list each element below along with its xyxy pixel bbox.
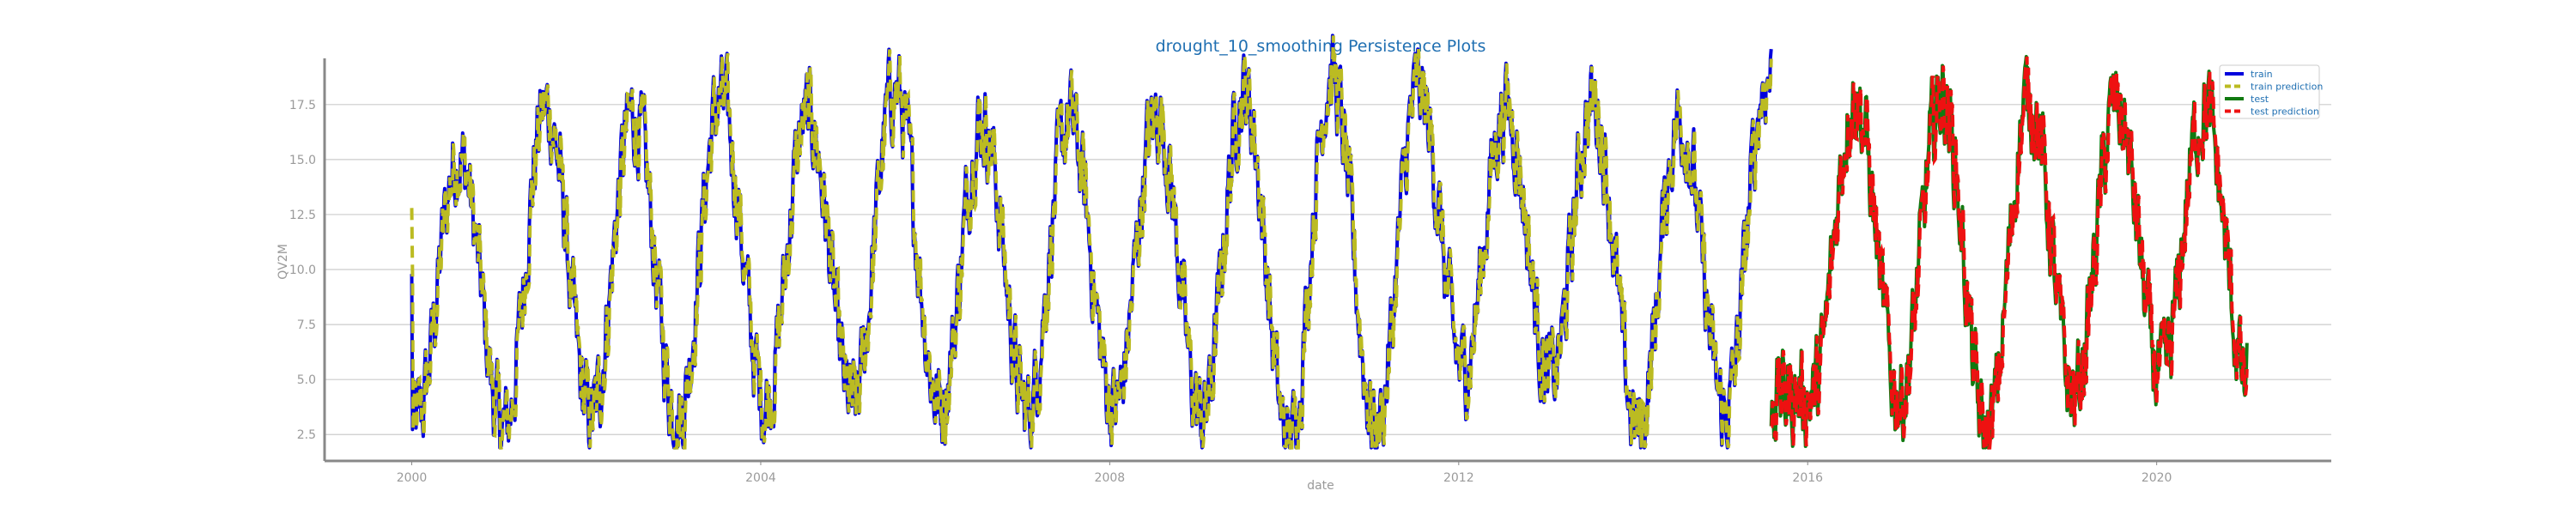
y-tick-label: 2.5 — [297, 428, 316, 442]
y-tick-label: 10.0 — [289, 264, 316, 277]
legend-label: train prediction — [2251, 82, 2323, 93]
x-axis-label: date — [1307, 479, 1334, 493]
legend-label: test prediction — [2251, 106, 2319, 118]
y-axis-label: QV2M — [276, 244, 290, 280]
series-line-test-prediction — [1770, 56, 2249, 450]
y-tick-label: 17.5 — [289, 99, 316, 112]
y-tick-label: 15.0 — [289, 154, 316, 167]
series-group — [410, 33, 2249, 450]
series-line-test — [1769, 55, 2249, 450]
x-tick-label: 2000 — [397, 471, 428, 485]
x-tick-label: 2008 — [1095, 471, 1126, 485]
x-tick-label: 2016 — [1792, 471, 1823, 485]
legend-box — [2219, 64, 2320, 119]
y-tick-label: 12.5 — [289, 209, 316, 222]
series-line-train-prediction — [410, 35, 1773, 450]
legend-label: test — [2251, 94, 2269, 105]
axes — [323, 58, 2331, 463]
legend-label: train — [2251, 69, 2273, 80]
x-tick-label: 2020 — [2142, 471, 2172, 485]
y-tick-label: 5.0 — [297, 373, 316, 387]
x-tick-label: 2004 — [745, 471, 776, 485]
tick-labels: 2.5 5.0 7.5 10.0 12.5 15.0 17.5 2000 2004 2008 201… — [289, 99, 2172, 485]
chart-title: drought_10_smoothing Persistence Plots — [1156, 37, 1486, 56]
x-tick-label: 2012 — [1443, 471, 1474, 485]
y-tick-label: 7.5 — [297, 318, 316, 332]
